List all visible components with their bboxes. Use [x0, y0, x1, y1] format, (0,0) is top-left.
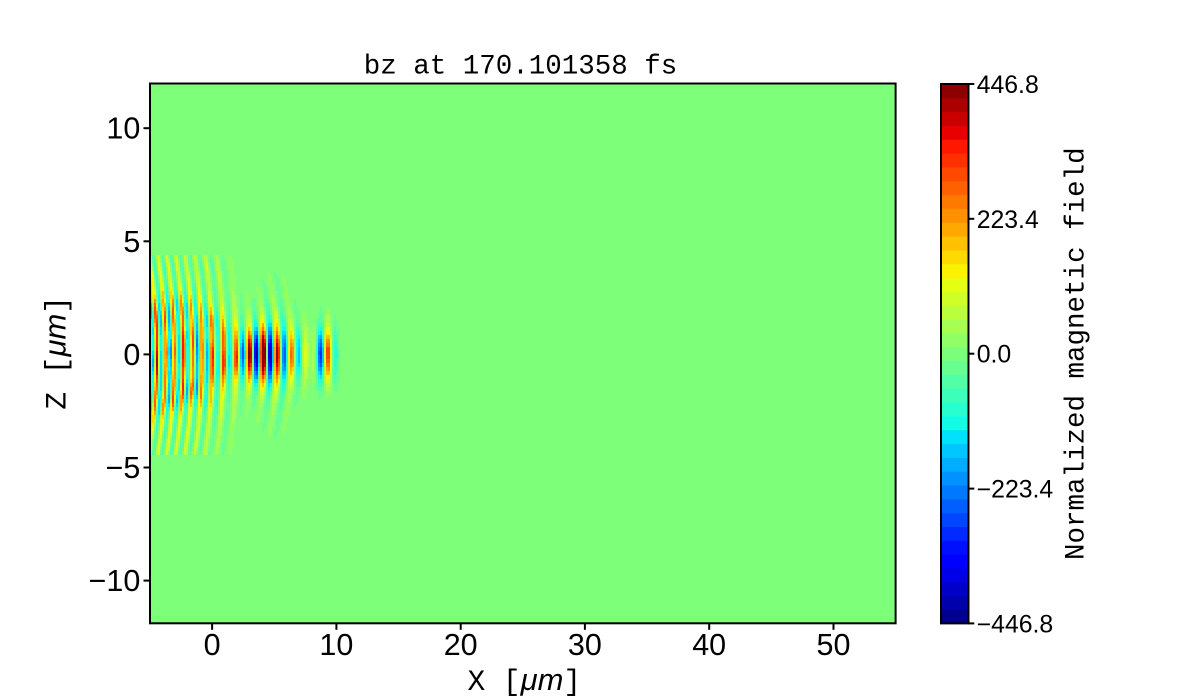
svg-text:0: 0	[123, 338, 140, 372]
svg-text:bz at 170.101358 fs: bz at 170.101358 fs	[364, 52, 678, 83]
svg-text:5: 5	[123, 225, 140, 259]
svg-text:−223.4: −223.4	[977, 477, 1054, 504]
svg-text:446.8: 446.8	[977, 72, 1039, 99]
svg-text:0: 0	[204, 628, 221, 662]
svg-text:Normalized magnetic field: Normalized magnetic field	[1062, 147, 1093, 560]
svg-text:X [μm]: X [μm]	[468, 662, 582, 699]
svg-text:30: 30	[568, 628, 602, 662]
svg-text:50: 50	[817, 628, 851, 662]
svg-text:40: 40	[692, 628, 726, 662]
svg-text:−10: −10	[89, 564, 141, 598]
svg-text:0.0: 0.0	[977, 342, 1011, 369]
svg-text:223.4: 223.4	[977, 207, 1039, 234]
svg-text:10: 10	[106, 112, 140, 146]
svg-text:−5: −5	[106, 451, 141, 485]
svg-text:20: 20	[444, 628, 478, 662]
svg-text:10: 10	[319, 628, 353, 662]
svg-text:Z [μm]: Z [μm]	[38, 296, 75, 410]
svg-text:−446.8: −446.8	[977, 611, 1054, 638]
